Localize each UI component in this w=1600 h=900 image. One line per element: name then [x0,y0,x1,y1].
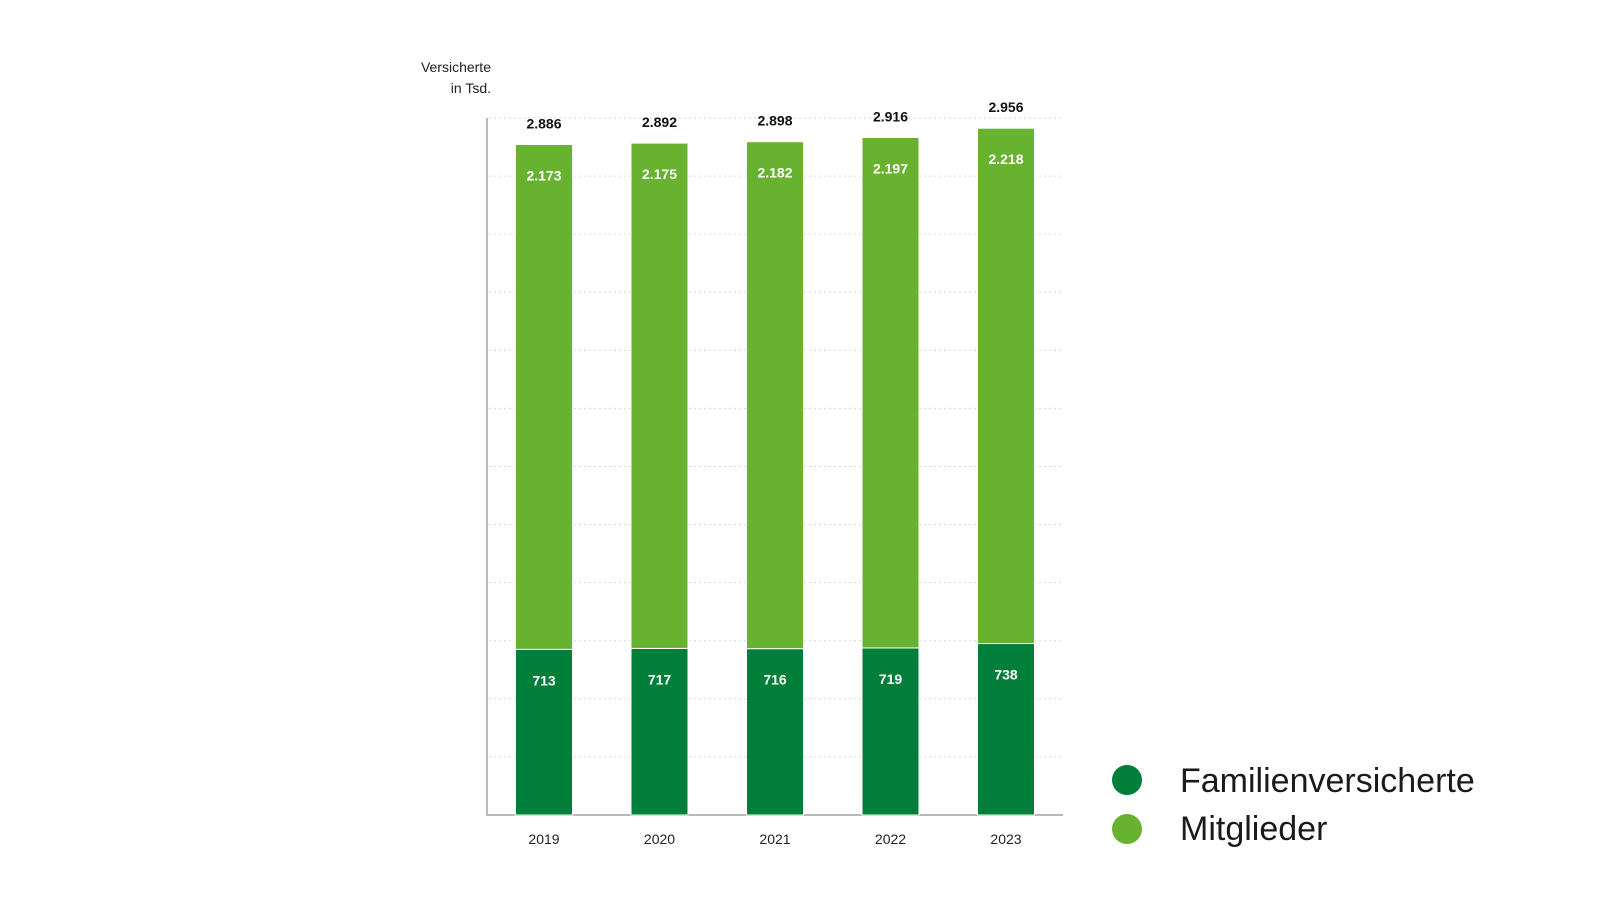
bars [515,127,1035,816]
data-label-mitglieder-2022: 2.197 [873,161,908,177]
data-label-mitglieder-2019: 2.173 [526,167,561,183]
data-labels: 713 2.173 2.886 717 2.175 2.892 716 2.182 2.898 7… [526,99,1023,688]
x-tick-label-2019: 2019 [528,831,559,847]
x-tick-label-2020: 2020 [644,831,675,847]
total-label-2022: 2.916 [873,109,908,125]
data-label-mitglieder-2020: 2.175 [642,166,677,182]
data-label-mitglieder-2023: 2.218 [988,151,1023,167]
total-label-2020: 2.892 [642,114,677,130]
bar-mitglieder-2022 [861,137,920,649]
bar-familienversicherte-2022 [861,647,920,816]
x-tick-label-2021: 2021 [759,831,790,847]
legend: Familienversicherte Mitglieder [1112,762,1475,848]
total-label-2023: 2.956 [988,99,1023,115]
data-label-familienversicherte-2022: 719 [879,671,903,687]
bar-familienversicherte-2020 [630,647,689,816]
bar-mitglieder-2019 [515,143,573,650]
bar-familienversicherte-2023 [977,643,1035,816]
data-label-familienversicherte-2020: 717 [648,671,672,687]
data-label-familienversicherte-2021: 716 [763,672,787,688]
legend-marker-mitglieder [1112,814,1142,844]
y-axis-label-line-1: Versicherte [421,59,491,75]
data-label-familienversicherte-2023: 738 [994,667,1018,683]
bar-mitglieder-2021 [746,141,804,650]
bar-mitglieder-2023 [977,127,1035,645]
x-tick-label-2023: 2023 [990,831,1021,847]
legend-label-mitglieder: Mitglieder [1180,810,1327,848]
total-label-2021: 2.898 [757,113,792,129]
x-tick-labels: 2019 2020 2021 2022 2023 [528,831,1021,847]
legend-marker-familienversicherte [1112,765,1142,795]
bar-mitglieder-2020 [630,142,689,649]
data-label-familienversicherte-2019: 713 [532,672,556,688]
data-label-mitglieder-2021: 2.182 [757,165,792,181]
total-label-2019: 2.886 [526,115,561,131]
bar-familienversicherte-2021 [746,648,804,816]
legend-label-familienversicherte: Familienversicherte [1180,762,1475,800]
x-tick-label-2022: 2022 [875,831,906,847]
y-axis-label-line-2: in Tsd. [451,80,491,96]
